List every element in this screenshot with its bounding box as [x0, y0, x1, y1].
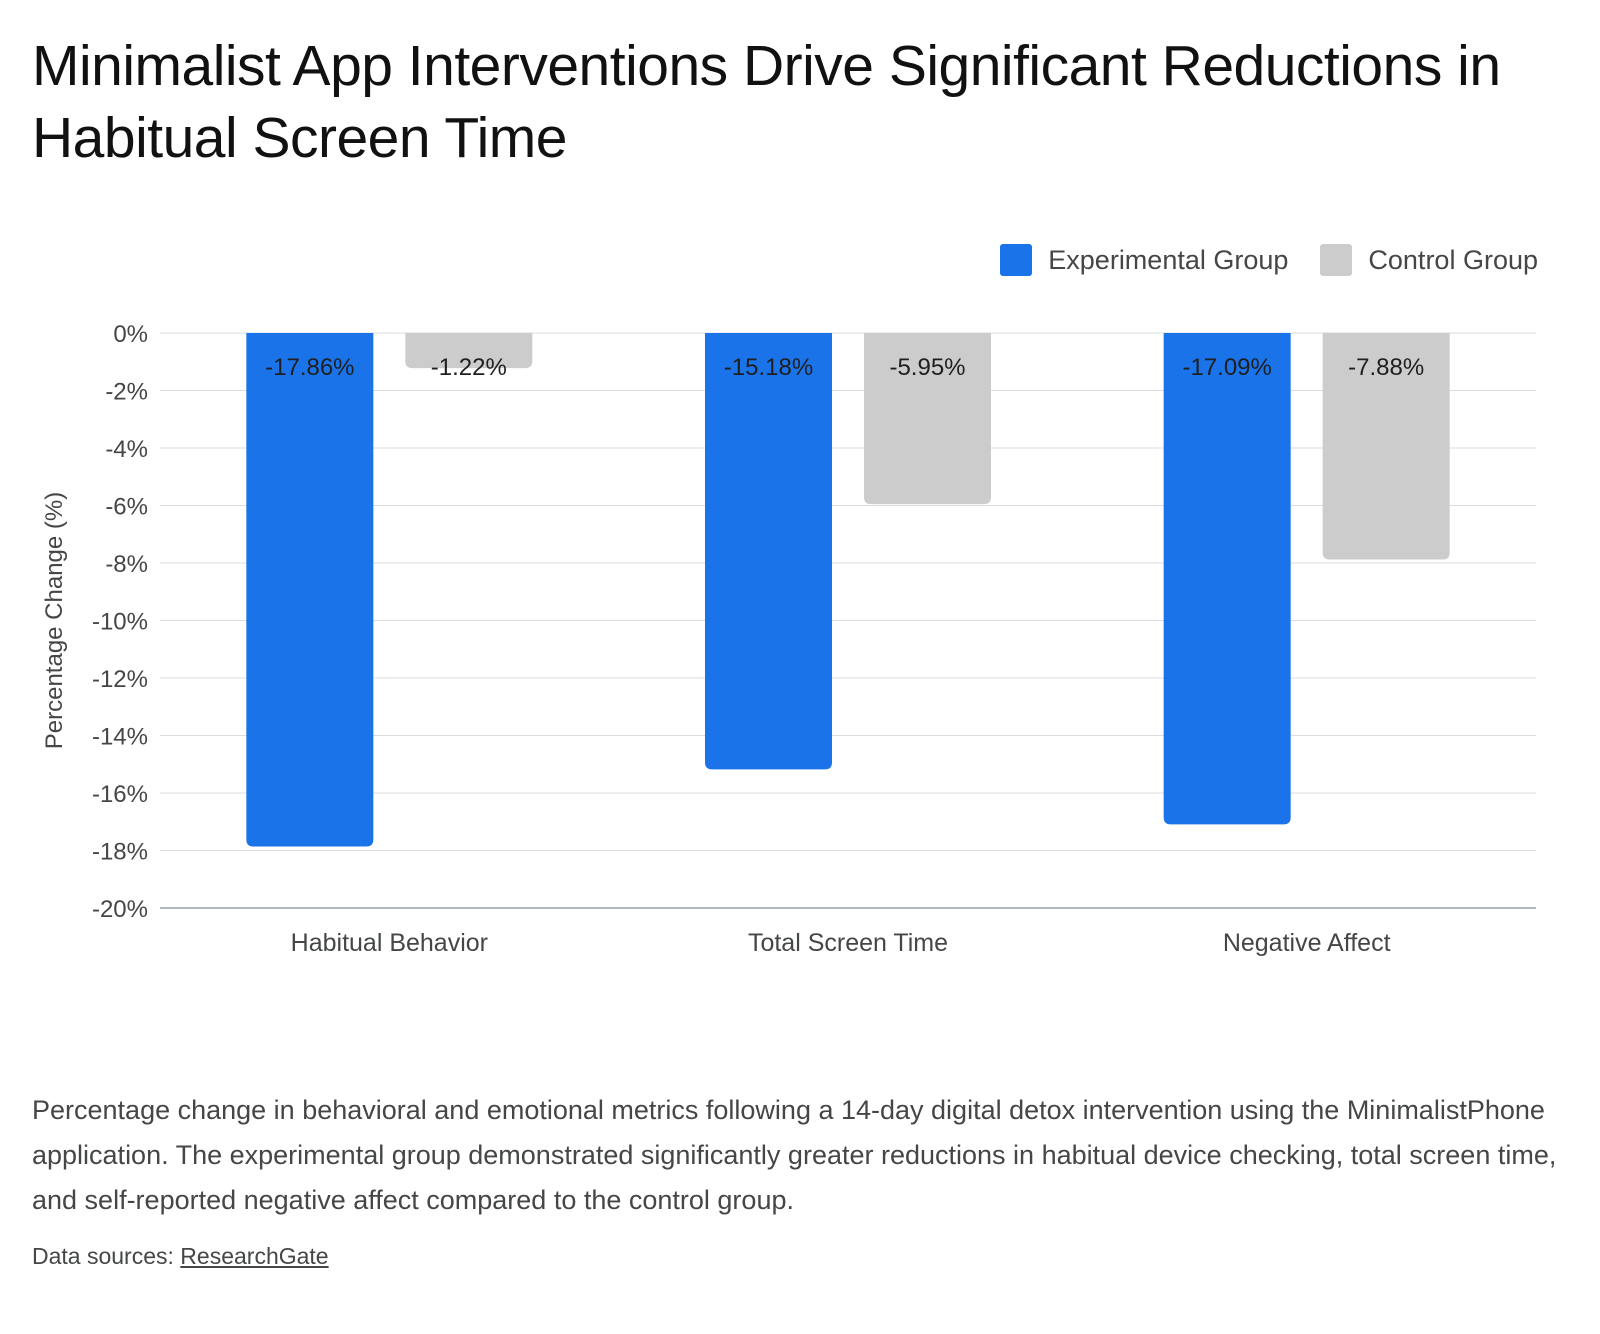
bar-experimental: [246, 333, 374, 847]
x-tick-label: Total Screen Time: [748, 929, 948, 957]
data-label: -17.09%: [1182, 354, 1271, 381]
y-tick-label: -14%: [92, 724, 148, 751]
y-tick-label: -10%: [92, 609, 148, 636]
bar-chart: 0% -2% -4% -6% -8% -10% -12% -14% -16% -18% -20% Pe…: [41, 321, 1536, 957]
y-tick-label: -18%: [92, 839, 148, 866]
y-tick-label: -12%: [92, 666, 148, 693]
legend-label-control: Control Group: [1368, 244, 1538, 275]
sources-prefix: Data sources:: [32, 1243, 181, 1269]
data-label: -17.86%: [265, 354, 354, 381]
legend-swatch-control: [1320, 244, 1353, 276]
y-tick-label: 0%: [113, 321, 148, 348]
y-tick-label: -16%: [92, 781, 148, 808]
y-tick-label: -2%: [105, 379, 148, 406]
data-label: -15.18%: [724, 354, 813, 381]
legend-item-control: Control Group: [1320, 244, 1538, 276]
y-axis-title: Percentage Change (%): [41, 492, 68, 749]
data-sources: Data sources: ResearchGate: [32, 1243, 329, 1270]
data-label: -1.22%: [431, 354, 507, 381]
chart-title: Minimalist App Interventions Drive Signi…: [32, 34, 1501, 170]
y-tick-label: -4%: [105, 436, 148, 463]
bar-control: [405, 333, 533, 369]
bar-experimental: [705, 333, 832, 770]
y-tick-label: -8%: [105, 551, 148, 578]
x-tick-label: Negative Affect: [1223, 929, 1391, 957]
bar-control: [1322, 333, 1450, 560]
bar-experimental: [1163, 333, 1291, 825]
legend-item-experimental: Experimental Group: [1000, 244, 1288, 276]
data-label: -7.88%: [1348, 354, 1424, 381]
legend: Experimental Group Control Group: [968, 244, 1538, 276]
legend-swatch-experimental: [1000, 244, 1033, 276]
source-link[interactable]: ResearchGate: [180, 1243, 329, 1269]
bar-control: [864, 333, 991, 505]
legend-label-experimental: Experimental Group: [1048, 244, 1289, 275]
y-tick-label: -6%: [105, 494, 148, 521]
x-tick-label: Habitual Behavior: [291, 929, 488, 957]
y-tick-label: -20%: [92, 896, 148, 923]
data-label: -5.95%: [889, 354, 965, 381]
chart-caption: Percentage change in behavioral and emot…: [32, 1095, 1557, 1215]
